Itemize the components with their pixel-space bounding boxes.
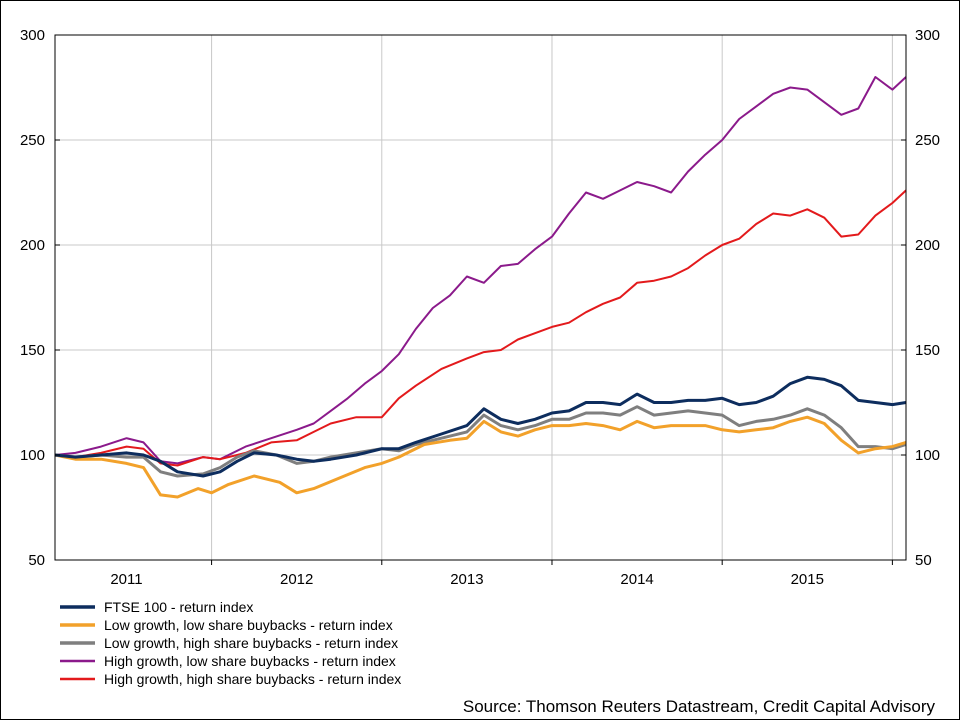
x-tick-label: 2015 [791, 571, 824, 588]
source-note: Source: Thomson Reuters Datastream, Cred… [463, 697, 936, 716]
legend-label: Low growth, high share buybacks - return… [104, 635, 398, 651]
legend: FTSE 100 - return index Low growth, low s… [60, 599, 401, 687]
x-tick-label: 2014 [620, 571, 653, 588]
legend-label: Low growth, low share buybacks - return … [104, 617, 393, 633]
y-tick-label-left: 100 [20, 447, 45, 464]
y-tick-label-left: 50 [28, 552, 45, 569]
y-tick-label-right: 50 [915, 552, 932, 569]
series-lines [54, 76, 907, 499]
y-tick-label-left: 300 [20, 27, 45, 44]
y-tick-label-right: 300 [915, 27, 940, 44]
y-tick-label-right: 150 [915, 342, 940, 359]
y-tick-label-right: 200 [915, 237, 940, 254]
legend-label: FTSE 100 - return index [104, 599, 253, 615]
y-tick-label-left: 250 [20, 132, 45, 149]
y-tick-label-right: 250 [915, 132, 940, 149]
series-line-2 [54, 415, 907, 499]
axis-ticks: 300 300 250 250 200 200 150 150 100 100 50 50 2011 20… [20, 27, 940, 588]
grid [55, 34, 906, 561]
legend-label: High growth, low share buybacks - return… [104, 653, 396, 669]
y-tick-label-left: 200 [20, 237, 45, 254]
plot-border [54, 34, 907, 561]
legend-label: High growth, high share buybacks - retur… [104, 671, 401, 687]
y-tick-label-left: 150 [20, 342, 45, 359]
series-line-4 [54, 76, 907, 465]
x-tick-label: 2011 [110, 571, 142, 588]
y-tick-label-right: 100 [915, 447, 940, 464]
series-line-1 [54, 375, 907, 478]
x-tick-label: 2013 [450, 571, 483, 588]
series-line-5 [54, 189, 907, 467]
x-tick-label: 2012 [280, 571, 313, 588]
series-line-3 [54, 405, 907, 478]
